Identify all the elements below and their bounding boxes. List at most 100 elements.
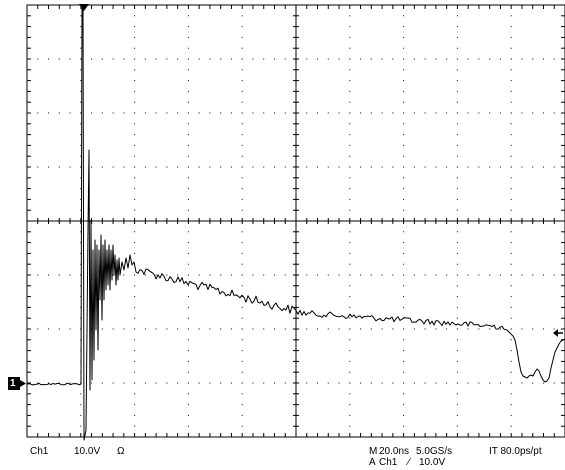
grid-dot (187, 339, 189, 341)
grid-dot (144, 58, 146, 60)
grid-dot (166, 112, 168, 114)
grid-dot (456, 155, 458, 157)
grid-dot (349, 263, 351, 265)
grid-dot (510, 263, 512, 265)
grid-dot (413, 328, 415, 330)
grid-dot (403, 404, 405, 406)
trigger-position-triangle-icon[interactable] (79, 4, 89, 11)
grid-dot (134, 414, 136, 416)
grid-dot (80, 134, 82, 136)
grid-dot (349, 36, 351, 38)
grid-dot (381, 382, 383, 384)
grid-dot (187, 404, 189, 406)
grid-dot (123, 382, 125, 384)
grid-dot (80, 177, 82, 179)
grid-dot (273, 382, 275, 384)
grid-dot (349, 166, 351, 168)
grid-dot (349, 393, 351, 395)
grid-dot (209, 112, 211, 114)
grid-dot (101, 58, 103, 60)
grid-dot (349, 198, 351, 200)
channel-1-ground-marker[interactable] (8, 377, 26, 390)
grid-dot (510, 382, 512, 384)
grid-dot (80, 144, 82, 146)
grid-dot (134, 350, 136, 352)
grid-dot (349, 177, 351, 179)
grid-dot (435, 274, 437, 276)
grid-dot (134, 209, 136, 211)
grid-dot (521, 274, 523, 276)
grid-dot (273, 274, 275, 276)
grid-dot (521, 166, 523, 168)
grid-dot (456, 144, 458, 146)
grid-dot (424, 112, 426, 114)
grid-dot (101, 382, 103, 384)
grid-dot (381, 58, 383, 60)
grid-dot (349, 285, 351, 287)
grid-dot (532, 166, 534, 168)
grid-dot (37, 58, 39, 60)
grid-dot (349, 360, 351, 362)
grid-dot (241, 371, 243, 373)
grid-dot (123, 58, 125, 60)
grid-dot (37, 166, 39, 168)
grid-dot (241, 414, 243, 416)
grid-dot (349, 350, 351, 352)
grid-dot (521, 58, 523, 60)
grid-dot (230, 166, 232, 168)
grid-dot (424, 382, 426, 384)
trigger-level-arrow-icon[interactable] (553, 329, 563, 337)
grid-dot (69, 112, 71, 114)
grid-dot (230, 328, 232, 330)
grid-dot (134, 371, 136, 373)
grid-dot (220, 112, 222, 114)
grid-dot (532, 58, 534, 60)
grid-dot (134, 393, 136, 395)
grid-dot (134, 317, 136, 319)
grid-dot (273, 328, 275, 330)
grid-dot (187, 274, 189, 276)
grid-dot (338, 274, 340, 276)
grid-dot (187, 80, 189, 82)
grid-dot (144, 166, 146, 168)
grid-dot (80, 155, 82, 157)
grid-dot (349, 26, 351, 28)
grid-dot (187, 306, 189, 308)
grid-dot (58, 58, 60, 60)
grid-dot (80, 15, 82, 17)
grid-dot (349, 425, 351, 427)
grid-dot (456, 198, 458, 200)
grid-dot (220, 274, 222, 276)
grid-dot (435, 112, 437, 114)
grid-dot (134, 80, 136, 82)
grid-dot (241, 252, 243, 254)
grid-dot (327, 328, 329, 330)
grid-dot (510, 252, 512, 254)
grid-dot (510, 112, 512, 114)
grid-dot (510, 144, 512, 146)
grid-dot (134, 231, 136, 233)
grid-dot (435, 166, 437, 168)
grid-dot (349, 58, 351, 60)
grid-dot (187, 296, 189, 298)
grid-dot (542, 112, 544, 114)
grid-dot (553, 382, 555, 384)
grid-dot (435, 328, 437, 330)
grid-dot (241, 382, 243, 384)
grid-dot (241, 393, 243, 395)
grid-dot (37, 382, 39, 384)
grid-dot (241, 112, 243, 114)
grid-dot (241, 209, 243, 211)
grid-dot (478, 274, 480, 276)
grid-dot (349, 80, 351, 82)
grid-dot (510, 360, 512, 362)
grid-dot (510, 101, 512, 103)
grid-dot (338, 112, 340, 114)
grid-dot (435, 382, 437, 384)
grid-dot (317, 166, 319, 168)
grid-dot (499, 328, 501, 330)
grid-dot (370, 382, 372, 384)
grid-dot (446, 58, 448, 60)
